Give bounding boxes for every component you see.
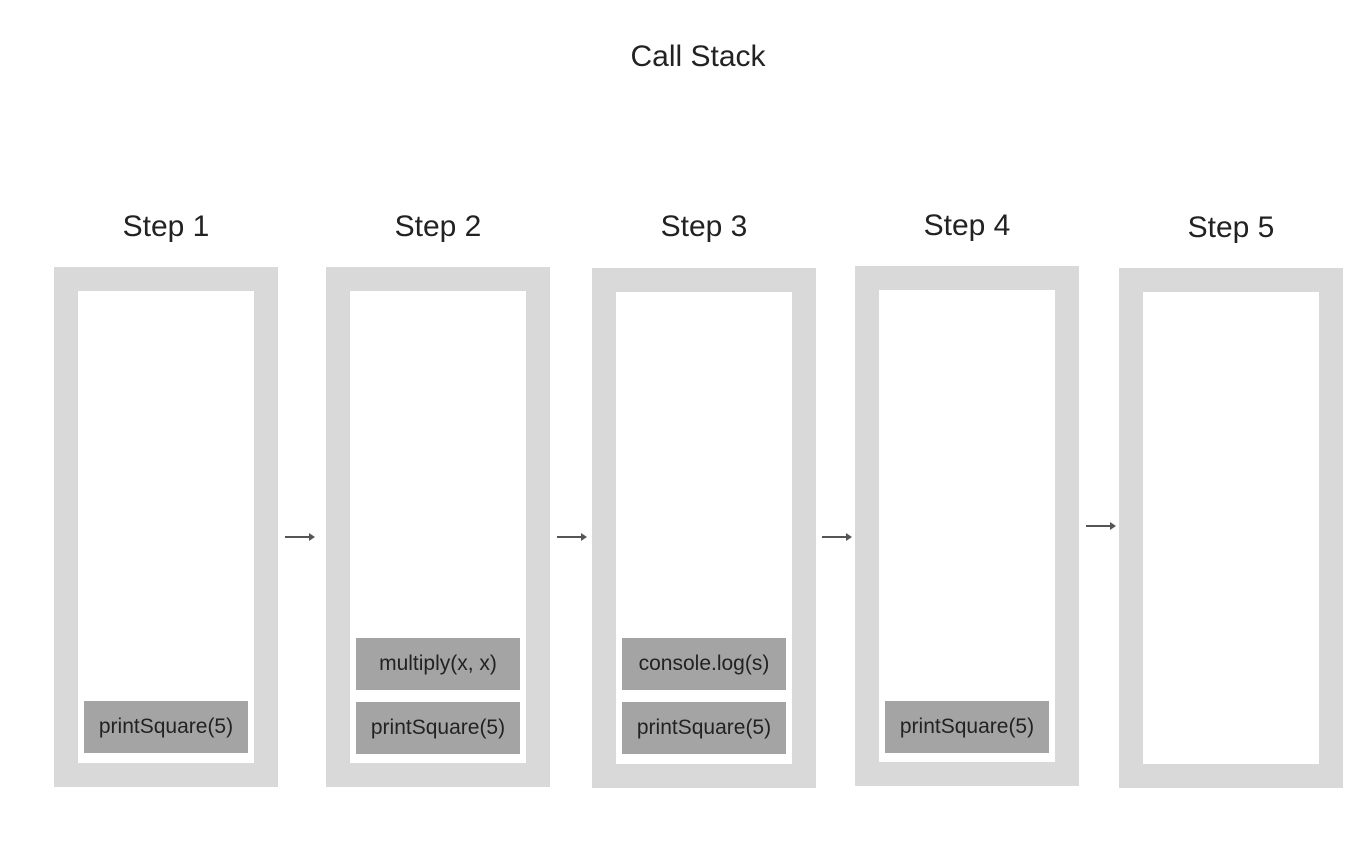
step-3-stack: console.log(s) printSquare(5)	[592, 268, 816, 788]
step-2-stack: multiply(x, x) printSquare(5)	[326, 267, 550, 787]
step-2-label: Step 2	[394, 210, 482, 243]
step-5-stack	[1119, 268, 1343, 788]
step-3-frame-printsquare: printSquare(5)	[622, 702, 786, 754]
right-arrow-icon	[285, 533, 315, 541]
step-5-label: Step 5	[1187, 211, 1275, 244]
step-4-label: Step 4	[923, 209, 1011, 242]
step-2-frame-printsquare: printSquare(5)	[356, 702, 520, 754]
step-2-frame-multiply: multiply(x, x)	[356, 638, 520, 690]
right-arrow-icon	[557, 533, 587, 541]
right-arrow-icon	[1086, 522, 1116, 530]
diagram-title: Call Stack	[630, 40, 766, 73]
step-4-stack: printSquare(5)	[855, 266, 1079, 786]
step-3-frame-console-log: console.log(s)	[622, 638, 786, 690]
right-arrow-icon	[822, 533, 852, 541]
step-1-label: Step 1	[122, 210, 210, 243]
step-3-label: Step 3	[660, 210, 748, 243]
step-4-frame-printsquare: printSquare(5)	[885, 701, 1049, 753]
step-1-stack: printSquare(5)	[54, 267, 278, 787]
step-1-frame-printsquare: printSquare(5)	[84, 701, 248, 753]
